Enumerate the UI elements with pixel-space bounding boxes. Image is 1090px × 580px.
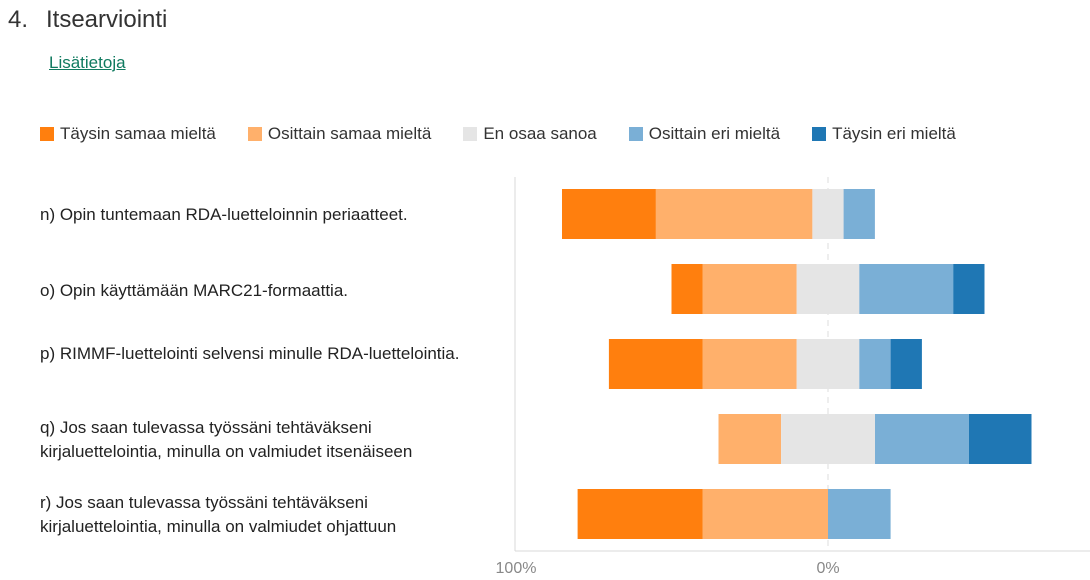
bar-segment-partly-agree xyxy=(702,339,797,389)
bar-segment-dont-know xyxy=(812,189,844,239)
legend-swatch xyxy=(247,127,262,141)
bar-segment-partly-agree xyxy=(702,489,828,539)
legend-item-partly-agree: Osittain samaa mieltä xyxy=(247,124,432,144)
row-label-r: r) Jos saan tulevassa työssäni tehtäväks… xyxy=(40,493,397,536)
bar-segment-partly-agree xyxy=(718,414,782,464)
legend-label: Osittain eri mieltä xyxy=(648,124,781,143)
bar-segment-fully-agree xyxy=(562,189,656,239)
x-tick-label-100: 100% xyxy=(496,560,537,577)
bar-segment-partly-disagree xyxy=(828,489,891,539)
legend-label: Täysin eri mieltä xyxy=(832,124,956,143)
bar-segment-fully-agree xyxy=(608,339,703,389)
row-label-n: n) Opin tuntemaan RDA-luetteloinnin peri… xyxy=(40,205,408,224)
x-tick-label-0: 0% xyxy=(816,560,839,577)
legend-item-fully-disagree: Täysin eri mieltä xyxy=(812,124,956,144)
bar-segment-fully-disagree xyxy=(953,264,985,314)
legend-label: Osittain samaa mieltä xyxy=(267,124,432,143)
legend-swatch xyxy=(40,127,54,141)
bar-segment-partly-disagree xyxy=(875,414,969,464)
row-label-o: o) Opin käyttämään MARC21-formaattia. xyxy=(40,281,349,300)
bar-segment-fully-disagree xyxy=(968,414,1032,464)
legend-swatch xyxy=(463,127,478,141)
bar-segment-dont-know xyxy=(796,264,860,314)
bar-segment-fully-agree xyxy=(577,489,703,539)
legend-swatch xyxy=(812,127,827,141)
bar-segment-partly-agree xyxy=(702,264,797,314)
bar-segment-partly-disagree xyxy=(859,264,954,314)
row-label-q: q) Jos saan tulevassa työssäni tehtäväks… xyxy=(40,418,413,461)
row-label-p: p) RIMMF-luettelointi selvensi minulle R… xyxy=(40,344,460,363)
legend-swatch xyxy=(628,127,643,141)
bar-segment-dont-know xyxy=(796,339,860,389)
bar-segment-partly-agree xyxy=(655,189,813,239)
legend-label: En osaa sanoa xyxy=(483,124,597,143)
bar-segment-dont-know xyxy=(781,414,875,464)
legend-label: Täysin samaa mieltä xyxy=(60,124,216,143)
bar-segment-partly-disagree xyxy=(859,339,891,389)
bar-segment-partly-disagree xyxy=(843,189,875,239)
question-number: 4. xyxy=(8,6,29,33)
legend-item-fully-agree: Täysin samaa mieltä xyxy=(40,124,216,144)
bars-group xyxy=(562,189,1032,539)
question-title: Itsearviointi xyxy=(46,6,168,33)
chart-legend: Täysin samaa mieltä Osittain samaa mielt… xyxy=(40,124,988,144)
more-info-link[interactable]: Lisätietoja xyxy=(49,53,126,72)
legend-item-dont-know: En osaa sanoa xyxy=(463,124,597,144)
bar-segment-fully-disagree xyxy=(890,339,922,389)
legend-item-partly-disagree: Osittain eri mieltä xyxy=(628,124,781,144)
bar-segment-fully-agree xyxy=(671,264,703,314)
